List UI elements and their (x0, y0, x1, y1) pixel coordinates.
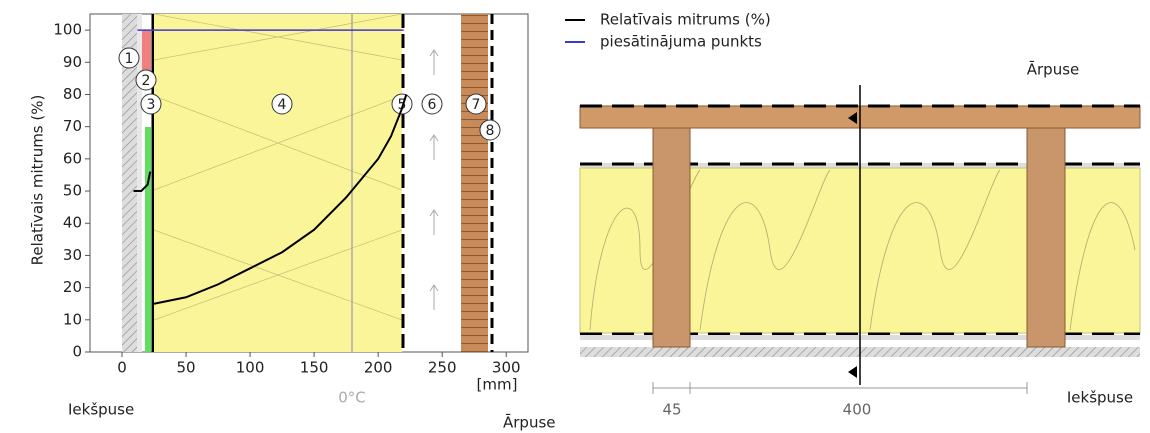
annotation: 4 (278, 97, 287, 113)
annotation: 6 (428, 97, 437, 113)
y-tick-label: 60 (63, 149, 82, 167)
x-axis-label: [mm] (477, 376, 518, 394)
y-tick-label: 10 (63, 310, 82, 328)
annotation: Iekšpuse (68, 401, 134, 419)
x-tick-label: 50 (177, 359, 196, 377)
annotation: 1 (125, 51, 134, 67)
x-tick-label: 150 (300, 359, 329, 377)
dimension-label: 45 (662, 401, 681, 419)
dimension-label: 400 (843, 401, 872, 419)
x-tick-label: 100 (236, 359, 265, 377)
y-tick-label: 40 (63, 214, 82, 232)
annotations: 1 2 3 4 5 6 7 8 0°C Iekšpuse Ārpuse (68, 47, 556, 432)
y-tick-label: 0 (72, 343, 82, 361)
annotation: 7 (472, 97, 481, 113)
y-tick-label: 50 (63, 182, 82, 200)
y-tick-label: 90 (63, 53, 82, 71)
annotation: 0°C (338, 389, 366, 407)
annotation: Ārpuse (503, 414, 556, 432)
legend-label: Relatīvais mitrums (%) (600, 11, 771, 29)
wall-layers (89, 13, 529, 353)
wall-diagram (579, 85, 1141, 394)
annotation: 2 (142, 73, 151, 89)
y-tick-label: 80 (63, 85, 82, 103)
annotation: 3 (147, 97, 156, 113)
y-axis-label: Relatīvais mitrums (%) (29, 95, 47, 266)
series-line (133, 94, 408, 305)
y-tick-label: 20 (63, 278, 82, 296)
x-tick-label: 300 (492, 359, 521, 377)
y-tick-label: 30 (63, 246, 82, 264)
x-tick-label: 250 (428, 359, 457, 377)
y-tick-label: 100 (53, 21, 82, 39)
legend-label: piesātinājuma punkts (600, 33, 762, 51)
diagram-label: Ārpuse (1027, 61, 1080, 79)
x-tick-label: 0 (117, 359, 127, 377)
annotation: 8 (486, 123, 495, 139)
x-tick-label: 200 (364, 359, 393, 377)
diagram-label: Iekšpuse (1067, 389, 1133, 407)
y-tick-label: 70 (63, 117, 82, 135)
